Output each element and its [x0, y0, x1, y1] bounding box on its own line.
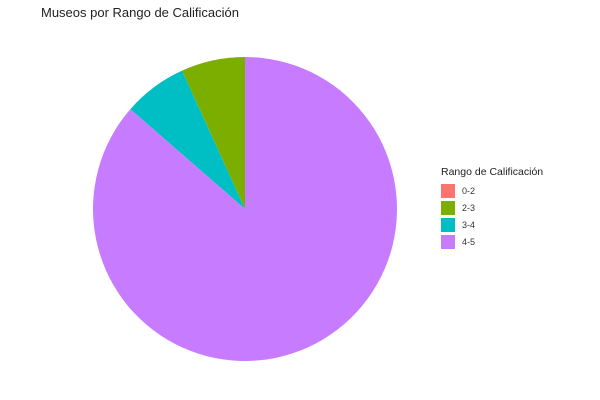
legend-item-2-3: 2-3	[441, 199, 543, 216]
legend-item-4-5: 4-5	[441, 233, 543, 250]
chart-title: Museos por Rango de Calificación	[41, 5, 239, 20]
legend-label: 3-4	[462, 219, 476, 230]
legend-label: 4-5	[462, 236, 476, 247]
pie-slice-2-3	[182, 57, 245, 209]
legend-title: Rango de Calificación	[441, 166, 544, 178]
legend-swatch	[441, 183, 455, 198]
legend-swatch	[441, 217, 455, 232]
legend-item-3-4: 3-4	[441, 216, 543, 233]
legend-label: 2-3	[462, 202, 476, 213]
legend-items: 0-2 2-3 3-4 4-5	[441, 182, 543, 250]
legend-label: 0-2	[462, 185, 476, 196]
legend-item-0-2: 0-2	[441, 182, 543, 199]
pie-slice-4-5	[93, 57, 398, 361]
legend-swatch	[441, 234, 455, 249]
legend: Rango de Calificación 0-2 2-3 3-4 4-5	[441, 166, 543, 250]
legend-swatch	[441, 200, 455, 215]
pie-slice-3-4	[130, 70, 245, 209]
